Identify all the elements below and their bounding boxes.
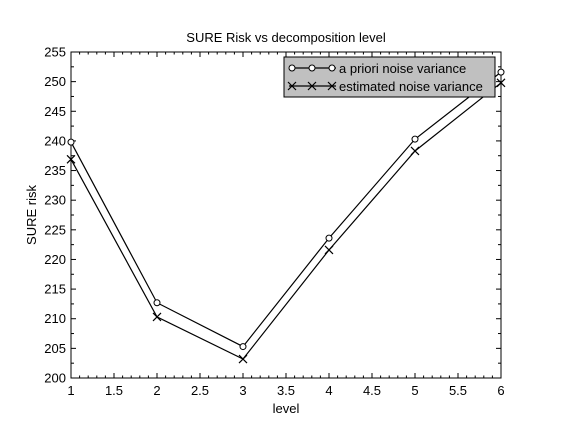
y-tick-label: 205 bbox=[44, 341, 66, 356]
y-tick-label: 225 bbox=[44, 222, 66, 237]
legend-marker-0 bbox=[288, 64, 296, 72]
x-tick-label: 1 bbox=[67, 383, 74, 398]
series-0-point bbox=[67, 138, 75, 146]
series-1-point bbox=[152, 312, 162, 322]
legend-marker-0 bbox=[328, 64, 336, 72]
series-1-point bbox=[324, 245, 334, 255]
x-tick-label: 4.5 bbox=[363, 383, 381, 398]
y-tick-label: 240 bbox=[44, 133, 66, 148]
y-tick-label: 245 bbox=[44, 104, 66, 119]
y-tick-label: 235 bbox=[44, 163, 66, 178]
series-line-1 bbox=[70, 82, 502, 360]
y-tick-label: 215 bbox=[44, 282, 66, 297]
y-tick-label: 250 bbox=[44, 74, 66, 89]
series-0-point bbox=[153, 299, 161, 307]
x-tick-label: 2.5 bbox=[191, 383, 209, 398]
series-1-point bbox=[66, 154, 76, 164]
y-tick-label: 200 bbox=[44, 371, 66, 386]
y-tick-label: 230 bbox=[44, 193, 66, 208]
x-tick-label: 3 bbox=[239, 383, 246, 398]
y-tick-label: 255 bbox=[44, 45, 66, 60]
x-axis-label: level bbox=[273, 401, 300, 416]
series-1-point bbox=[410, 146, 420, 156]
series-1-point bbox=[496, 78, 506, 88]
series-line-0 bbox=[70, 71, 502, 348]
y-tick-label: 210 bbox=[44, 311, 66, 326]
chart-title: SURE Risk vs decomposition level bbox=[186, 30, 386, 45]
x-tick-label: 2 bbox=[153, 383, 160, 398]
series-0-point bbox=[239, 343, 247, 351]
y-tick-label: 220 bbox=[44, 252, 66, 267]
series-1-point bbox=[238, 354, 248, 364]
series-0-point bbox=[411, 135, 419, 143]
legend-marker-1 bbox=[327, 81, 337, 91]
legend-marker-1 bbox=[287, 81, 297, 91]
x-tick-label: 5.5 bbox=[449, 383, 467, 398]
series-0-point bbox=[497, 68, 505, 76]
legend-label-0: a priori noise variance bbox=[339, 61, 466, 76]
x-tick-label: 1.5 bbox=[105, 383, 123, 398]
x-tick-label: 3.5 bbox=[277, 383, 295, 398]
x-tick-label: 5 bbox=[411, 383, 418, 398]
y-axis-label: SURE risk bbox=[24, 185, 39, 245]
legend-label-1: estimated noise variance bbox=[339, 79, 483, 94]
series-0-point bbox=[325, 234, 333, 242]
x-tick-label: 6 bbox=[497, 383, 504, 398]
legend-marker-0 bbox=[308, 64, 316, 72]
legend-marker-1 bbox=[307, 81, 317, 91]
legend: a priori noise variance estimated noise v… bbox=[283, 56, 496, 98]
legend-box bbox=[283, 56, 496, 98]
plot-frame bbox=[70, 51, 502, 379]
x-tick-label: 4 bbox=[325, 383, 332, 398]
